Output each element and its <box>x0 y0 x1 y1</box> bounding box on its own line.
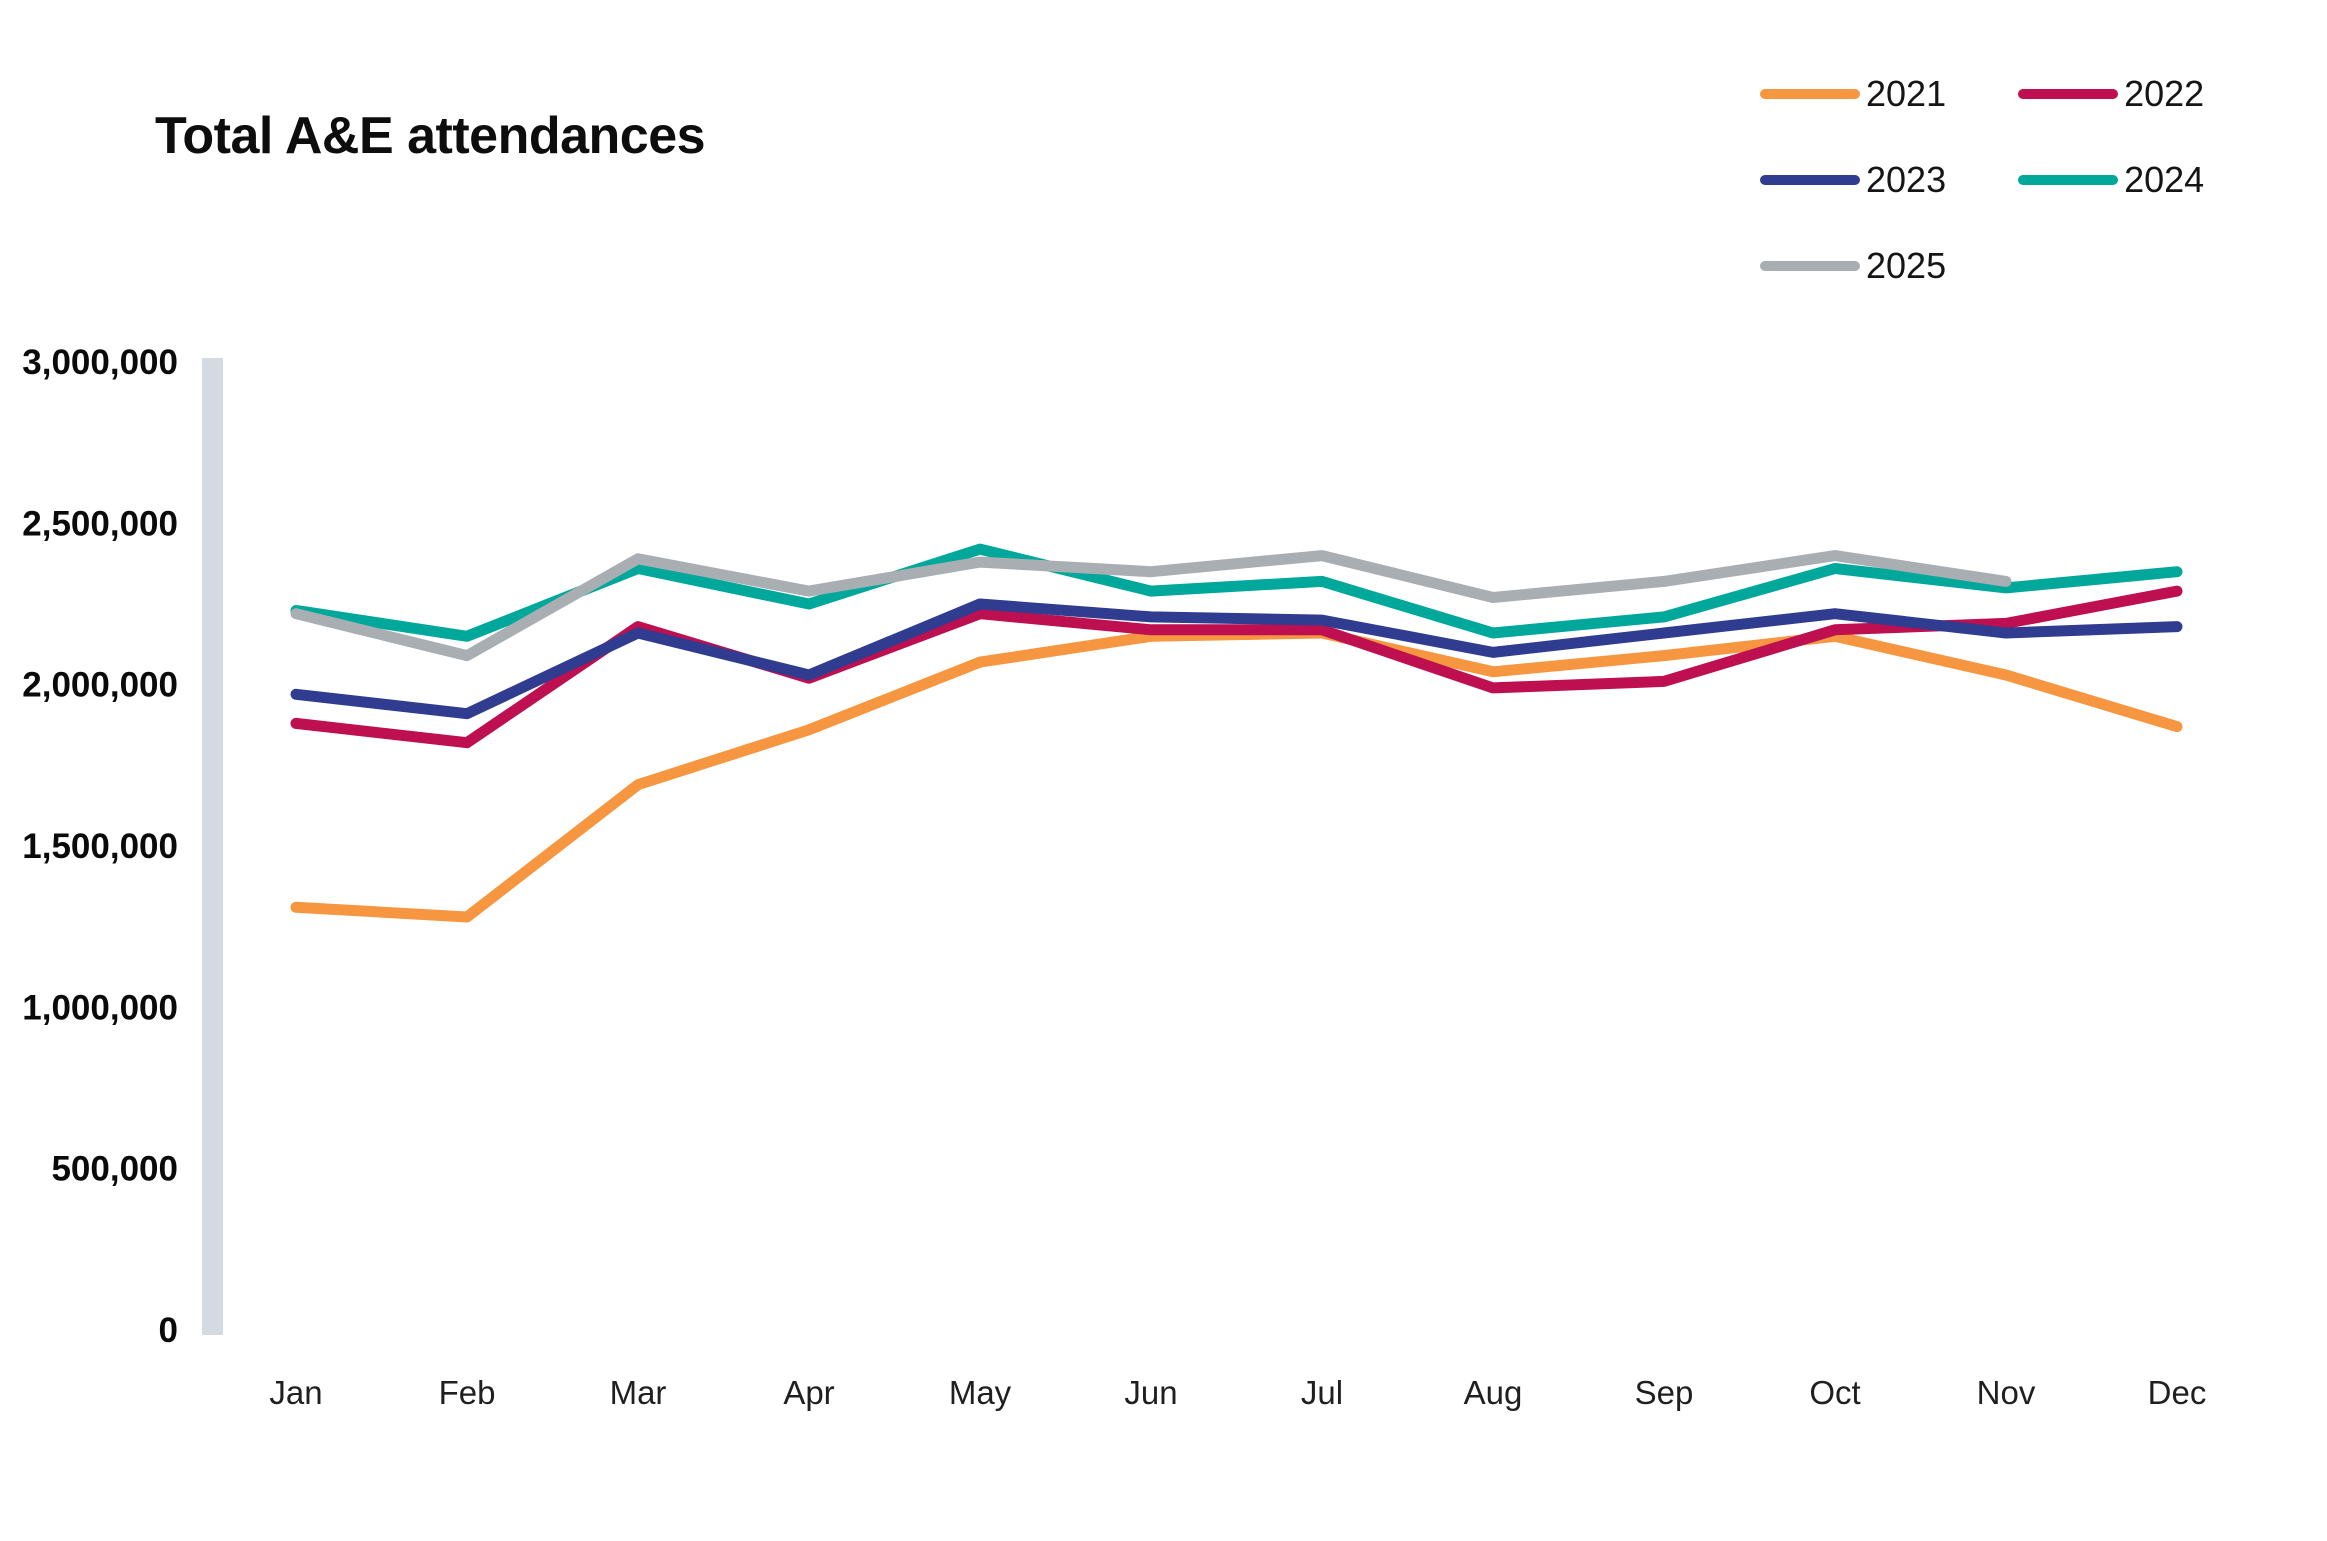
x-axis-label: Dec <box>2148 1374 2207 1411</box>
x-axis-label: May <box>949 1374 1012 1411</box>
legend-label: 2024 <box>2124 159 2205 200</box>
chart-title: Total A&E attendances <box>155 107 706 165</box>
y-tick-label: 2,000,000 <box>22 666 178 705</box>
x-axis-label: Jun <box>1124 1374 1177 1411</box>
legend-item-2022: 2022 <box>2018 76 2204 112</box>
x-axis-label: Feb <box>439 1374 496 1411</box>
y-tick-label: 1,500,000 <box>22 827 178 866</box>
x-axis-label: Sep <box>1635 1374 1694 1411</box>
x-axis-label: Mar <box>610 1374 667 1411</box>
legend-item-2025: 2025 <box>1760 248 1946 284</box>
series-line-2023 <box>290 598 2183 720</box>
legend-swatch-2022 <box>2018 89 2119 99</box>
y-tick-label: 0 <box>159 1311 178 1350</box>
legend: 2021 2022 2023 2024 2025 <box>1760 76 2204 284</box>
x-axis-label: Jul <box>1301 1374 1343 1411</box>
y-tick-label: 1,000,000 <box>22 988 178 1027</box>
legend-swatch-2021 <box>1760 89 1860 99</box>
legend-swatch-2025 <box>1760 261 1860 271</box>
legend-swatch-2024 <box>2018 175 2119 185</box>
legend-label: 2023 <box>1866 159 1947 200</box>
x-axis-label: Apr <box>783 1374 834 1411</box>
y-tick-label: 500,000 <box>51 1150 178 1189</box>
y-axis-tick-labels: 0 500,000 1,000,000 1,500,000 2,000,000 2,500… <box>22 343 178 1350</box>
x-axis-labels: Jan Feb Mar Apr May Jun Jul Aug Sep Oct Nov Dec <box>269 1374 2206 1411</box>
legend-item-2021: 2021 <box>1760 76 1946 112</box>
legend-label: 2025 <box>1866 245 1947 286</box>
x-axis-label: Aug <box>1464 1374 1523 1411</box>
legend-swatch-2023 <box>1760 175 1860 185</box>
y-tick-label: 3,000,000 <box>22 343 178 382</box>
legend-item-2024: 2024 <box>2018 162 2204 198</box>
legend-item-2023: 2023 <box>1760 162 1946 198</box>
x-axis-label: Oct <box>1809 1374 1860 1411</box>
series-lines <box>290 543 2183 923</box>
x-axis-label: Nov <box>1977 1374 2036 1411</box>
y-tick-label: 2,500,000 <box>22 504 178 543</box>
series-line-2021 <box>290 627 2183 923</box>
x-axis-label: Jan <box>269 1374 322 1411</box>
legend-label: 2022 <box>2124 73 2205 114</box>
series-line-2025 <box>290 550 2012 662</box>
y-axis-bar <box>202 358 223 1335</box>
legend-label: 2021 <box>1866 73 1947 114</box>
